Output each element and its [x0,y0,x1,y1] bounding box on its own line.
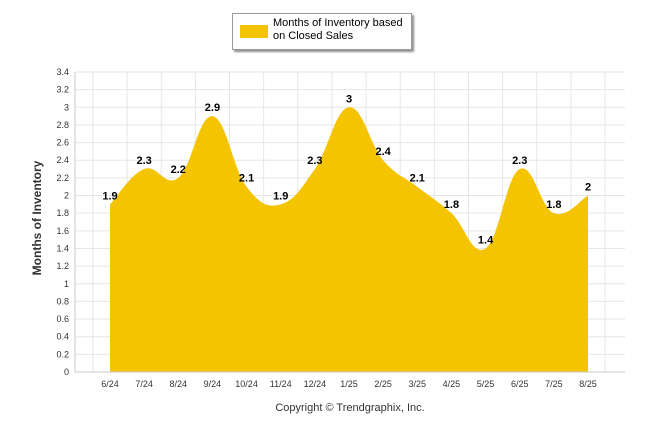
y-tick-label: 3.2 [56,85,69,95]
y-tick-label: 1.4 [56,243,69,253]
y-tick-label: 2 [64,191,69,201]
legend-label: Months of Inventory based on Closed Sale… [273,17,403,42]
x-tick-label: 10/24 [235,379,258,389]
x-tick-label: 1/25 [340,379,358,389]
data-label: 1.9 [273,190,288,202]
data-label: 2.9 [205,102,220,114]
data-label: 2.4 [375,146,391,158]
y-tick-label: 0.2 [56,349,69,359]
x-tick-label: 5/25 [477,379,495,389]
y-tick-label: 3 [64,102,69,112]
data-label: 2.3 [136,155,151,167]
x-tick-label: 12/24 [304,379,327,389]
x-tick-label: 8/24 [170,379,188,389]
data-label: 1.9 [102,190,117,202]
y-tick-label: 2.8 [56,120,69,130]
legend: Months of Inventory based on Closed Sale… [232,13,412,50]
y-tick-label: 0 [64,367,69,377]
x-tick-label: 3/25 [409,379,427,389]
y-tick-label: 1 [64,279,69,289]
y-tick-label: 1.6 [56,226,69,236]
data-label: 1.8 [444,199,459,211]
x-tick-label: 4/25 [443,379,461,389]
y-tick-label: 0.8 [56,296,69,306]
data-label: 2.1 [239,173,254,185]
x-tick-label: 6/24 [101,379,119,389]
data-label: 2 [585,182,591,194]
data-label: 2.2 [171,164,186,176]
y-tick-label: 1.8 [56,208,69,218]
data-label: 2.1 [410,173,425,185]
y-tick-label: 0.4 [56,332,69,342]
x-tick-labels: 6/24 7/24 8/24 9/24 10/24 11/24 12/24 1/25 2/25 3… [101,379,597,389]
data-label: 2.3 [307,155,322,167]
data-label: 1.4 [478,234,494,246]
y-tick-labels: 0 0.2 0.4 0.6 0.8 1 1.2 1.4 1.6 1.8 2 2.2 2.4 2.6 2.8 3… [56,67,69,377]
y-tick-label: 2.4 [56,155,69,165]
x-tick-label: 11/24 [270,379,292,389]
y-tick-label: 0.6 [56,314,69,324]
y-tick-label: 2.2 [56,173,69,183]
x-tick-label: 9/24 [204,379,222,389]
legend-swatch [240,25,268,38]
copyright-text: Copyright © Trendgraphix, Inc. [275,402,425,414]
x-tick-label: 7/25 [545,379,563,389]
x-tick-label: 7/24 [135,379,153,389]
area-series-months-of-inventory [110,107,588,373]
data-label: 3 [346,93,352,105]
y-axis-title: Months of Inventory [30,160,44,275]
data-label: 1.8 [546,199,561,211]
y-tick-label: 2.6 [56,138,69,148]
y-tick-label: 3.4 [56,67,69,77]
x-tick-label: 8/25 [579,379,597,389]
data-labels: 1.9 2.3 2.2 2.9 2.1 1.9 2.3 3 2.4 2.1 1.8 1.4 2.3 1.8… [102,93,591,246]
x-tick-label: 6/25 [511,379,529,389]
data-label: 2.3 [512,155,527,167]
axes [74,72,625,373]
x-tick-label: 2/25 [374,379,392,389]
y-tick-label: 1.2 [56,261,69,271]
series-area [110,107,588,373]
